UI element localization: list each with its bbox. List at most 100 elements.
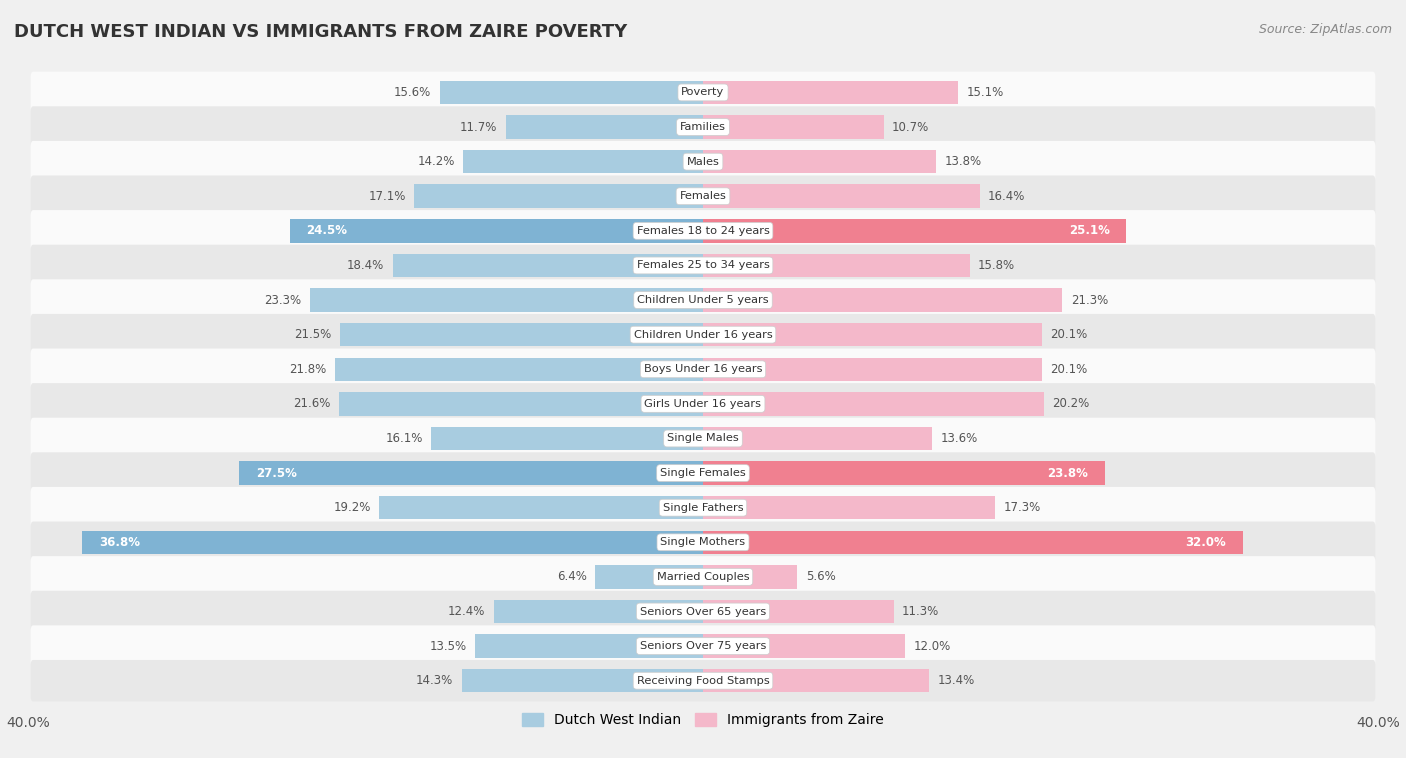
Text: 13.5%: 13.5% (430, 640, 467, 653)
Text: 11.3%: 11.3% (903, 605, 939, 618)
FancyBboxPatch shape (31, 418, 1375, 459)
Text: Single Males: Single Males (666, 434, 740, 443)
FancyBboxPatch shape (31, 487, 1375, 528)
FancyBboxPatch shape (31, 556, 1375, 597)
Text: 23.3%: 23.3% (264, 293, 301, 306)
Text: 24.5%: 24.5% (307, 224, 347, 237)
FancyBboxPatch shape (31, 314, 1375, 356)
Text: 15.1%: 15.1% (966, 86, 1004, 99)
FancyBboxPatch shape (31, 141, 1375, 183)
Bar (506, 115, 703, 139)
FancyBboxPatch shape (31, 279, 1375, 321)
Text: 18.4%: 18.4% (347, 259, 384, 272)
Text: 17.1%: 17.1% (368, 190, 406, 202)
Bar (464, 150, 703, 174)
Text: Children Under 5 years: Children Under 5 years (637, 295, 769, 305)
Legend: Dutch West Indian, Immigrants from Zaire: Dutch West Indian, Immigrants from Zaire (516, 708, 890, 733)
Text: 20.1%: 20.1% (1050, 328, 1088, 341)
Bar (703, 392, 1043, 415)
Text: 15.8%: 15.8% (979, 259, 1015, 272)
Text: 12.0%: 12.0% (914, 640, 950, 653)
FancyBboxPatch shape (31, 625, 1375, 667)
Bar (440, 80, 703, 104)
Text: Families: Families (681, 122, 725, 132)
Text: DUTCH WEST INDIAN VS IMMIGRANTS FROM ZAIRE POVERTY: DUTCH WEST INDIAN VS IMMIGRANTS FROM ZAI… (14, 23, 627, 41)
Bar (703, 219, 1126, 243)
Bar (703, 80, 957, 104)
Bar (494, 600, 703, 623)
FancyBboxPatch shape (31, 210, 1375, 252)
Text: 19.2%: 19.2% (333, 501, 371, 514)
Text: Seniors Over 75 years: Seniors Over 75 years (640, 641, 766, 651)
Bar (432, 427, 703, 450)
Text: 13.6%: 13.6% (941, 432, 979, 445)
Bar (703, 150, 936, 174)
Text: Single Mothers: Single Mothers (661, 537, 745, 547)
FancyBboxPatch shape (31, 106, 1375, 148)
Text: Single Fathers: Single Fathers (662, 503, 744, 512)
Bar (380, 496, 703, 519)
Text: 13.4%: 13.4% (938, 674, 974, 688)
Text: 12.4%: 12.4% (449, 605, 485, 618)
Bar (703, 427, 932, 450)
Bar (290, 219, 703, 243)
Text: 32.0%: 32.0% (1185, 536, 1226, 549)
Text: 16.1%: 16.1% (385, 432, 423, 445)
Text: Source: ZipAtlas.com: Source: ZipAtlas.com (1258, 23, 1392, 36)
Bar (703, 184, 980, 208)
Bar (703, 496, 995, 519)
Text: Poverty: Poverty (682, 87, 724, 98)
Text: Males: Males (686, 157, 720, 167)
Text: 17.3%: 17.3% (1004, 501, 1040, 514)
Text: 36.8%: 36.8% (98, 536, 141, 549)
Text: Females 25 to 34 years: Females 25 to 34 years (637, 261, 769, 271)
FancyBboxPatch shape (31, 383, 1375, 424)
FancyBboxPatch shape (31, 72, 1375, 113)
Bar (703, 600, 894, 623)
Text: Seniors Over 65 years: Seniors Over 65 years (640, 606, 766, 616)
Bar (703, 462, 1105, 485)
Text: 21.5%: 21.5% (295, 328, 332, 341)
Text: 6.4%: 6.4% (557, 571, 586, 584)
Text: 20.2%: 20.2% (1052, 397, 1090, 410)
Text: Married Couples: Married Couples (657, 572, 749, 582)
Text: Girls Under 16 years: Girls Under 16 years (644, 399, 762, 409)
FancyBboxPatch shape (31, 590, 1375, 632)
Text: 16.4%: 16.4% (988, 190, 1025, 202)
Text: Single Females: Single Females (661, 468, 745, 478)
Text: Females: Females (679, 191, 727, 202)
Bar (703, 358, 1042, 381)
Bar (335, 358, 703, 381)
FancyBboxPatch shape (31, 245, 1375, 287)
Bar (475, 634, 703, 658)
Bar (309, 288, 703, 312)
Bar (703, 531, 1243, 554)
Text: Receiving Food Stamps: Receiving Food Stamps (637, 675, 769, 686)
Bar (461, 669, 703, 693)
Text: 21.8%: 21.8% (290, 363, 326, 376)
Bar (339, 392, 703, 415)
Bar (340, 323, 703, 346)
Text: 27.5%: 27.5% (256, 467, 297, 480)
Bar (239, 462, 703, 485)
Bar (703, 254, 970, 277)
Text: Females 18 to 24 years: Females 18 to 24 years (637, 226, 769, 236)
Bar (703, 565, 797, 589)
Text: 25.1%: 25.1% (1069, 224, 1109, 237)
Text: 14.3%: 14.3% (416, 674, 453, 688)
Text: 21.6%: 21.6% (292, 397, 330, 410)
FancyBboxPatch shape (31, 176, 1375, 217)
Text: Children Under 16 years: Children Under 16 years (634, 330, 772, 340)
Text: 20.1%: 20.1% (1050, 363, 1088, 376)
Text: 15.6%: 15.6% (394, 86, 432, 99)
Text: 23.8%: 23.8% (1047, 467, 1088, 480)
Text: 14.2%: 14.2% (418, 155, 456, 168)
Bar (703, 323, 1042, 346)
Text: Boys Under 16 years: Boys Under 16 years (644, 365, 762, 374)
Bar (703, 669, 929, 693)
Text: 21.3%: 21.3% (1071, 293, 1108, 306)
Text: 11.7%: 11.7% (460, 121, 498, 133)
Bar (703, 288, 1063, 312)
Text: 5.6%: 5.6% (806, 571, 835, 584)
FancyBboxPatch shape (31, 349, 1375, 390)
